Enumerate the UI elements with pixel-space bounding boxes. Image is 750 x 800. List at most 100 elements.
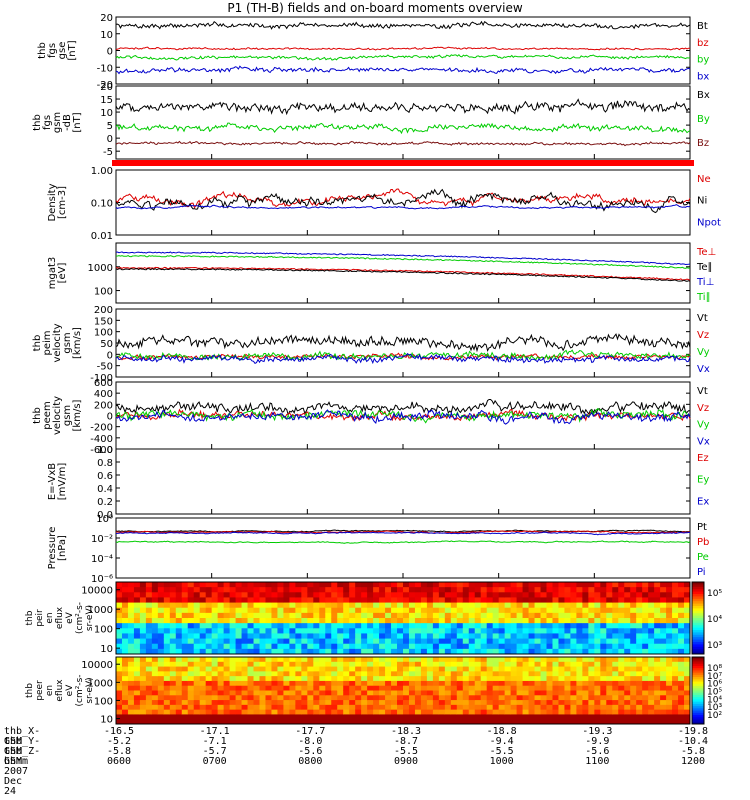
spectrogram-cell bbox=[408, 680, 416, 687]
y-tick-label: 400 bbox=[94, 389, 113, 400]
spectrogram-cell bbox=[127, 612, 135, 619]
spectrogram-cell bbox=[636, 648, 643, 655]
spectrogram-cell bbox=[510, 638, 518, 645]
spectrogram-cell bbox=[654, 638, 661, 645]
y-axis-label: thb bbox=[32, 407, 43, 424]
spectrogram-cell bbox=[420, 597, 428, 604]
spectrogram-cell bbox=[480, 628, 488, 634]
spectrogram-cell bbox=[283, 643, 290, 650]
spectrogram-cell bbox=[510, 592, 518, 598]
spectrogram-cell bbox=[660, 638, 667, 645]
spectrogram-cell bbox=[145, 666, 153, 672]
spectrogram-cell bbox=[582, 618, 589, 624]
spectrogram-cell bbox=[660, 661, 667, 668]
spectrogram-cell bbox=[349, 618, 356, 624]
spectrogram-cell bbox=[546, 680, 553, 687]
spectrogram-cell bbox=[283, 695, 290, 701]
spectrogram-cell bbox=[606, 612, 613, 619]
spectrogram-cell bbox=[151, 719, 159, 725]
spectrogram-cell bbox=[504, 592, 512, 598]
spectrogram-cell bbox=[139, 643, 147, 650]
spectrogram-cell bbox=[624, 700, 631, 706]
spectrogram-cell bbox=[558, 648, 565, 655]
y-tick-label: 0 bbox=[107, 412, 113, 423]
spectrogram-cell bbox=[307, 690, 314, 696]
spectrogram-cell bbox=[379, 695, 386, 701]
spectrogram-cell bbox=[361, 714, 368, 720]
spectrogram-cell bbox=[498, 657, 506, 663]
spectrogram-cell bbox=[325, 700, 332, 706]
spectrogram-cell bbox=[474, 602, 482, 609]
spectrogram-cell bbox=[211, 633, 219, 640]
spectrogram-cell bbox=[654, 592, 661, 598]
spectrogram-cell bbox=[522, 582, 530, 588]
spectrogram-cell bbox=[588, 666, 595, 672]
colorbar-cell bbox=[692, 670, 704, 674]
spectrogram-cell bbox=[319, 612, 326, 619]
spectrogram-cell bbox=[606, 666, 613, 672]
spectrogram-cell bbox=[247, 628, 255, 634]
spectrogram-cell bbox=[241, 612, 249, 619]
spectrogram-cell bbox=[157, 607, 165, 614]
spectrogram-cell bbox=[265, 638, 272, 645]
spectrogram-cell bbox=[259, 602, 266, 609]
spectrogram-cell bbox=[157, 602, 165, 609]
spectrogram-cell bbox=[223, 648, 231, 655]
spectrogram-cell bbox=[654, 628, 661, 634]
spectrogram-cell bbox=[420, 612, 428, 619]
spectrogram-cell bbox=[564, 685, 571, 691]
spectrogram-cell bbox=[181, 633, 189, 640]
spectrogram-cell bbox=[576, 657, 583, 663]
spectrogram-cell bbox=[498, 612, 506, 619]
spectrogram-cell bbox=[211, 587, 219, 593]
spectrogram-cell bbox=[145, 612, 153, 619]
spectrogram-cell bbox=[289, 690, 296, 696]
spectrogram-cell bbox=[337, 628, 344, 634]
spectrogram-cell bbox=[492, 680, 500, 687]
spectrogram-cell bbox=[385, 657, 392, 663]
spectrogram-cell bbox=[678, 592, 685, 598]
spectrogram-cell bbox=[492, 700, 500, 706]
spectrogram-cell bbox=[654, 648, 661, 655]
spectrogram-cell bbox=[636, 623, 643, 629]
spectrogram-cell bbox=[127, 602, 135, 609]
spectrogram-cell bbox=[618, 648, 625, 655]
spectrogram-cell bbox=[432, 657, 440, 663]
spectrogram-cell bbox=[540, 657, 547, 663]
spectrogram-cell bbox=[367, 700, 374, 706]
spectrogram-cell bbox=[295, 719, 302, 725]
spectrogram-cell bbox=[468, 700, 476, 706]
spectrogram-cell bbox=[606, 676, 613, 682]
spectrogram-cell bbox=[462, 704, 470, 711]
spectrogram-cell bbox=[480, 623, 488, 629]
spectrogram-cell bbox=[301, 690, 308, 696]
spectrogram-cell bbox=[540, 633, 547, 640]
spectrogram-cell bbox=[648, 618, 655, 624]
spectrogram-cell bbox=[307, 704, 314, 711]
spectrogram-cell bbox=[145, 680, 153, 687]
spectrogram-cell bbox=[397, 597, 404, 604]
spectrogram-cell bbox=[319, 657, 326, 663]
spectrogram-cell bbox=[193, 612, 201, 619]
spectrogram-cell bbox=[678, 719, 685, 725]
spectrogram-cell bbox=[630, 661, 637, 668]
spectrogram-cell bbox=[414, 638, 422, 645]
spectrogram-cell bbox=[588, 612, 595, 619]
spectrogram-cell bbox=[546, 597, 553, 604]
spectrogram-cell bbox=[187, 666, 195, 672]
spectrogram-cell bbox=[528, 643, 536, 650]
spectrogram-cell bbox=[211, 582, 219, 588]
spectrogram-cell bbox=[229, 633, 237, 640]
spectrogram-cell bbox=[582, 633, 589, 640]
spectrogram-cell bbox=[678, 676, 685, 682]
colorbar-cell bbox=[692, 674, 704, 678]
spectrogram-cell bbox=[510, 695, 518, 701]
spectrogram-cell bbox=[516, 648, 524, 655]
spectrogram-cell bbox=[678, 582, 685, 588]
spectrogram-cell bbox=[606, 709, 613, 715]
spectrogram-cell bbox=[175, 690, 183, 696]
spectrogram-cell bbox=[534, 666, 542, 672]
y-axis-label: peer bbox=[35, 680, 45, 701]
spectrogram-cell bbox=[343, 612, 350, 619]
